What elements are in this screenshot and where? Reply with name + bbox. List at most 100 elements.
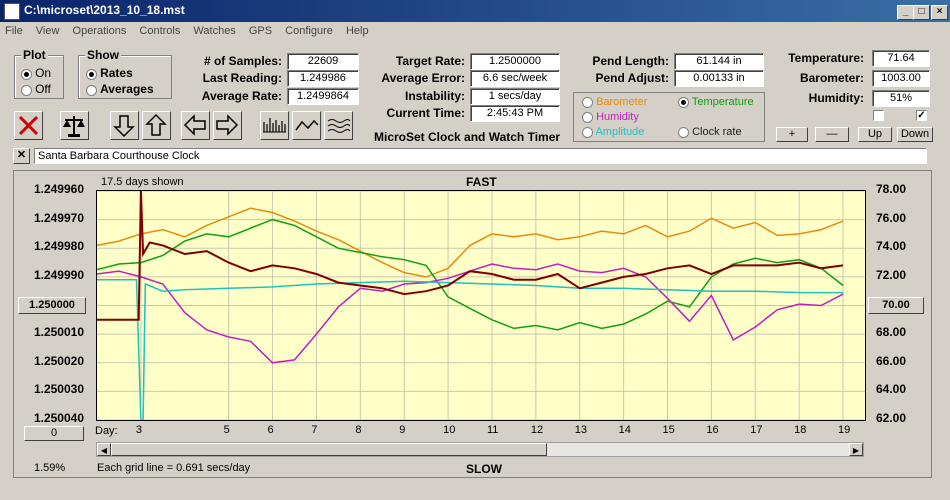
x-tick-label: 18 — [794, 424, 807, 436]
sensor-barometer-label: Barometer — [596, 96, 648, 108]
show-group: Show Rates Averages — [78, 48, 172, 99]
sensor-humidity-label: Humidity — [596, 111, 639, 123]
smooth-button[interactable] — [292, 111, 321, 140]
x-tick-label: 9 — [399, 424, 406, 436]
left-tick-label: 1.249970 — [33, 210, 84, 225]
average-error-value: 6.6 sec/week — [470, 70, 560, 87]
right-center-button[interactable]: 70.00 — [868, 297, 924, 314]
close-button[interactable]: × — [931, 5, 948, 20]
app-icon — [4, 3, 20, 20]
arrow-right-icon — [216, 114, 239, 136]
menu-help[interactable]: Help — [345, 25, 369, 37]
x-tick-label: 12 — [530, 424, 544, 436]
sensor-select-box: Barometer Temperature Humidity Clock rat… — [573, 92, 765, 142]
clear-data-button[interactable] — [14, 111, 43, 140]
maximize-button[interactable]: □ — [913, 5, 930, 20]
menu-bar: File View Operations Controls Watches GP… — [0, 22, 950, 41]
sensor-humidity-option[interactable]: Humidity — [582, 111, 639, 123]
scroll-left-button[interactable]: ◀ — [97, 443, 111, 456]
average-rate-value: 1.2499864 — [287, 88, 359, 105]
down-button[interactable]: Down — [897, 127, 933, 142]
plus-button[interactable]: + — [776, 127, 808, 142]
target-rate-label: Target Rate: — [395, 54, 465, 68]
left-tick-label: 1.249960 — [33, 182, 84, 196]
x-tick-label: 7 — [311, 424, 318, 436]
samples-value: 22609 — [287, 53, 359, 70]
plot-off-radio[interactable] — [21, 84, 32, 96]
show-rates-radio[interactable] — [86, 68, 97, 80]
grid-note: Each grid line = 0.691 secs/day — [97, 462, 251, 474]
sensor-barometer-radio[interactable] — [582, 96, 593, 108]
scroll-thumb[interactable] — [111, 443, 547, 456]
x-tick-label: 3 — [135, 424, 142, 436]
checkbox-1[interactable] — [873, 110, 884, 121]
pend-length-label: Pend Length: — [592, 54, 669, 68]
right-tick-label: 62.00 — [876, 411, 907, 425]
sensor-clockrate-option[interactable]: Clock rate — [678, 126, 742, 138]
humidity-label: Humidity: — [808, 91, 864, 105]
menu-watches[interactable]: Watches — [193, 25, 236, 37]
x-tick-label: 14 — [618, 424, 631, 436]
chart-frame — [13, 170, 932, 478]
series-clock-rate — [97, 190, 844, 321]
raw-data-button[interactable] — [260, 111, 289, 140]
barometer-label: Barometer: — [799, 71, 864, 85]
plot-off-label: Off — [35, 82, 51, 96]
plot-off-option[interactable]: Off — [21, 82, 51, 96]
right-tick-label: 68.00 — [876, 325, 907, 340]
sensor-clockrate-label: Clock rate — [692, 126, 742, 138]
pend-length-value: 61.144 in — [674, 53, 764, 70]
menu-file[interactable]: File — [5, 25, 23, 37]
balance-button[interactable] — [60, 111, 89, 140]
sensor-amplitude-radio[interactable] — [582, 126, 593, 138]
x-tick-label: 13 — [574, 424, 587, 436]
humidity-value: 51% — [872, 90, 930, 107]
plot-on-radio[interactable] — [21, 68, 32, 80]
right-tick-label: 78.00 — [876, 182, 907, 196]
show-averages-radio[interactable] — [86, 84, 97, 96]
current-time-label: Current Time: — [386, 106, 465, 120]
show-rates-option[interactable]: Rates — [86, 66, 133, 80]
up-button[interactable]: Up — [858, 127, 892, 142]
clear-watch-button[interactable]: ✕ — [13, 148, 30, 164]
menu-view[interactable]: View — [35, 25, 60, 37]
chart-svg — [96, 190, 865, 421]
left-tick-label: 1.250030 — [33, 382, 84, 397]
sensor-clockrate-radio[interactable] — [678, 126, 689, 138]
left-tick-label: 1.249980 — [33, 239, 84, 254]
arrow-down-button[interactable] — [110, 111, 139, 140]
sensor-barometer-option[interactable]: Barometer — [582, 96, 647, 108]
barometer-value: 1003.00 — [872, 70, 930, 87]
show-rates-label: Rates — [100, 66, 133, 80]
menu-gps[interactable]: GPS — [248, 25, 273, 37]
x-tick-label: 15 — [662, 424, 675, 436]
center-rate-button[interactable]: 1.250000 — [18, 297, 86, 314]
arrow-up-button[interactable] — [142, 111, 171, 140]
menu-operations[interactable]: Operations — [72, 25, 127, 37]
multi-trace-button[interactable] — [324, 111, 353, 140]
checkbox-2[interactable]: ✓ — [916, 110, 927, 121]
fast-label: FAST — [466, 175, 497, 189]
x-tick-label: 5 — [223, 424, 230, 436]
watch-name-field[interactable]: Santa Barbara Courthouse Clock — [34, 148, 927, 164]
sensor-temperature-option[interactable]: Temperature — [678, 96, 754, 108]
menu-controls[interactable]: Controls — [139, 25, 181, 37]
sensor-amplitude-option[interactable]: Amplitude — [582, 126, 644, 138]
plot-on-option[interactable]: On — [21, 66, 51, 80]
scroll-right-button[interactable]: ▶ — [849, 443, 863, 456]
show-averages-label: Averages — [100, 82, 154, 96]
chart-scrollbar[interactable]: ◀ ▶ — [96, 442, 864, 457]
sensor-temperature-radio[interactable] — [678, 96, 689, 108]
minimize-button[interactable]: _ — [897, 5, 914, 20]
sensor-humidity-radio[interactable] — [582, 111, 593, 123]
arrow-right-button[interactable] — [213, 111, 242, 140]
percent-label: 1.59% — [34, 462, 66, 474]
left-offset-button[interactable]: 0 — [24, 426, 84, 441]
days-shown-label: 17.5 days shown — [101, 176, 184, 188]
minus-button[interactable]: — — [815, 127, 849, 142]
menu-configure[interactable]: Configure — [285, 25, 333, 37]
show-averages-option[interactable]: Averages — [86, 82, 154, 96]
instability-value: 1 secs/day — [470, 88, 560, 105]
average-rate-label: Average Rate: — [201, 89, 282, 103]
arrow-left-button[interactable] — [181, 111, 210, 140]
